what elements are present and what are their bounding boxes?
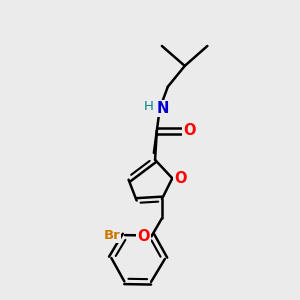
Text: O: O <box>174 171 187 186</box>
Text: O: O <box>183 123 196 138</box>
Text: H: H <box>144 100 154 113</box>
Text: Br: Br <box>103 229 120 242</box>
Text: N: N <box>157 101 169 116</box>
Text: O: O <box>137 229 149 244</box>
